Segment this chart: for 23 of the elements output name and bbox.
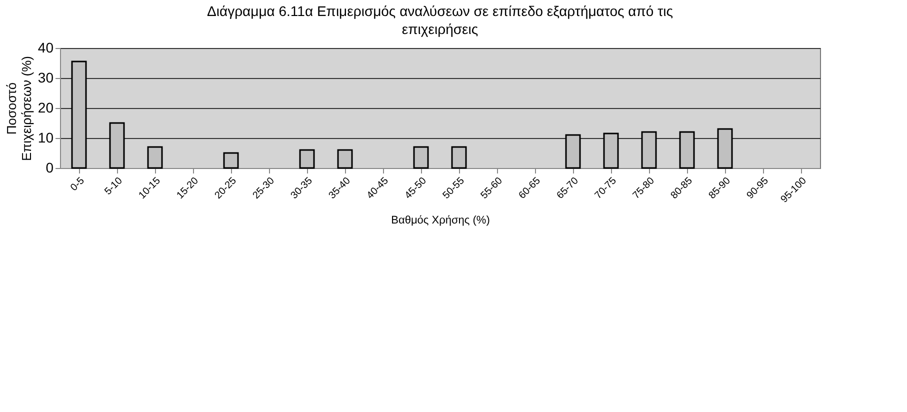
x-tick-label: 5-10 (102, 175, 126, 198)
y-tick-label: 40 (38, 40, 54, 56)
bar (147, 146, 163, 169)
y-tick-label: 20 (38, 100, 54, 116)
bar (679, 131, 695, 169)
y-tick-label: 30 (38, 70, 54, 86)
bar (71, 60, 87, 169)
bar (109, 122, 125, 169)
y-tick-label: 10 (38, 130, 54, 146)
bar (641, 131, 657, 169)
bar (565, 134, 581, 169)
y-axis-title: Ποσοστό Επιχειρήσεων (%) (4, 56, 34, 161)
bar (337, 149, 353, 169)
y-tick-label: 0 (46, 160, 54, 176)
bar (299, 149, 315, 169)
bar (223, 152, 239, 169)
bar (603, 132, 619, 169)
bar (717, 128, 733, 169)
x-tick-label: 0-5 (68, 175, 88, 194)
bar (413, 146, 429, 169)
x-axis-title: Βαθμός Χρήσης (%) (391, 214, 490, 227)
bar (451, 146, 467, 169)
chart-title: Διάγραμμα 6.11α Επιμερισμός αναλύσεων σε επίπεδο εξαρτήματος από τις επιχειρήσεις (207, 3, 674, 37)
